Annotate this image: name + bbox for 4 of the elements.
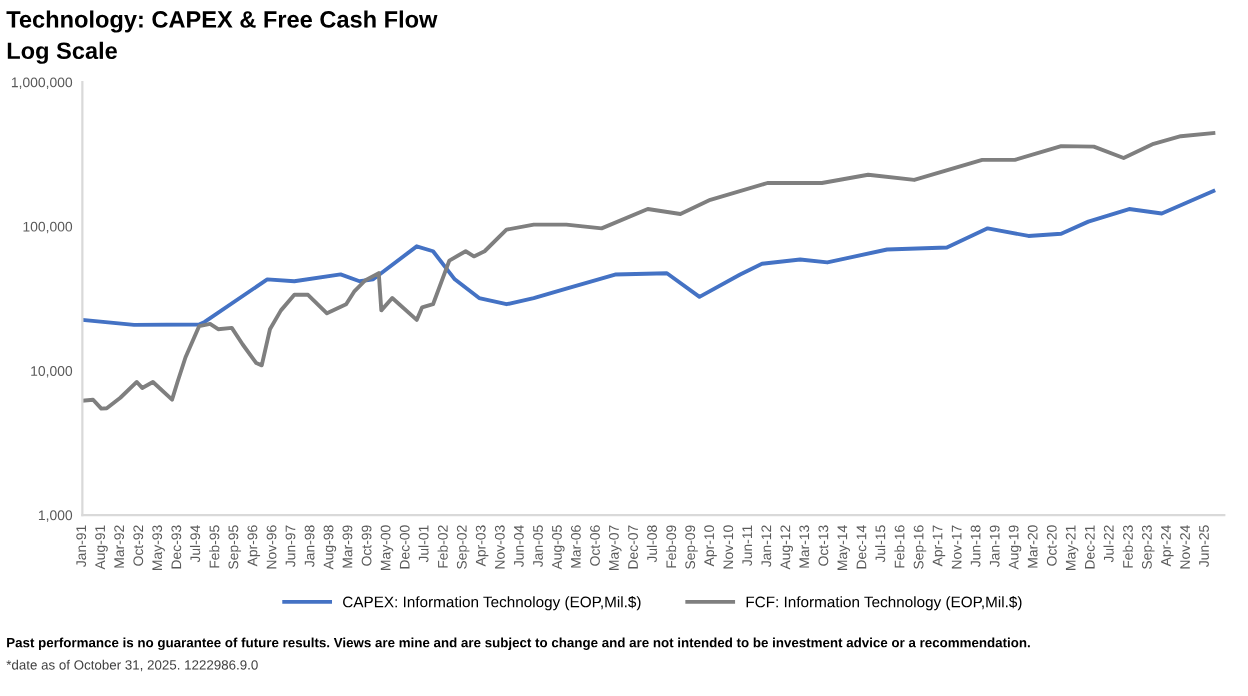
chart-title: Technology: CAPEX & Free Cash Flow [6, 10, 438, 33]
line-series [82, 189, 1216, 327]
line-series [82, 131, 1216, 411]
chart-subtitle: Log Scale [7, 41, 117, 64]
